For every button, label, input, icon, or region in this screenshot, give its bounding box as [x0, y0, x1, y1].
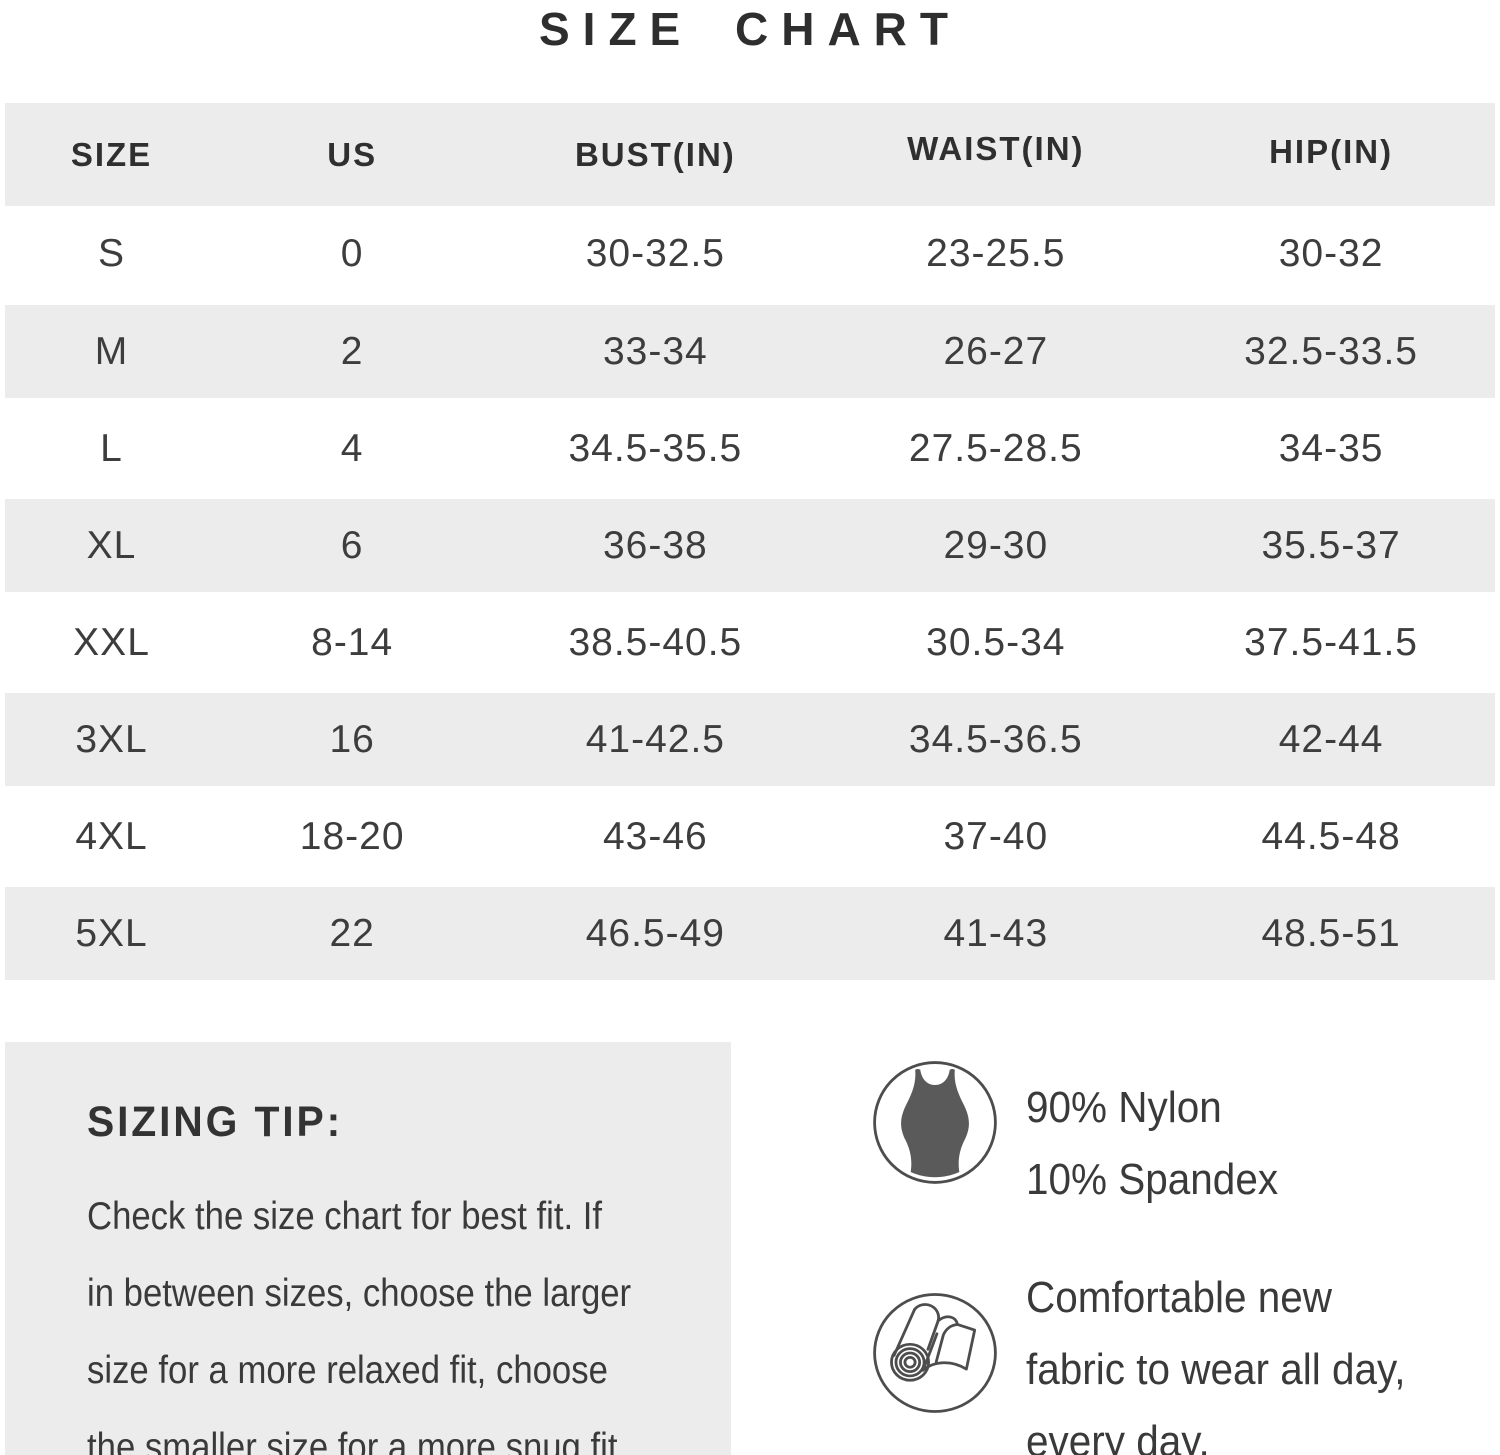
bust-cell: 38.5-40.5 [568, 620, 743, 664]
fabric-roll-icon [873, 1293, 997, 1413]
size-row-3xl: 3XL 16 41-42.5 34.5-36.5 42-44 [5, 689, 1495, 790]
us-cell: 0 [340, 231, 364, 275]
column-header-hip: HIP(IN) [1269, 132, 1394, 170]
size-cell: M [5, 301, 219, 402]
bust-cell: 30-32.5 [585, 231, 725, 275]
hip-cell: 37.5-41.5 [1244, 620, 1418, 664]
column-header-us: US [327, 135, 378, 173]
bust-cell: 34.5-35.5 [568, 426, 743, 470]
bust-cell: 43-46 [602, 814, 708, 858]
us-cell: 6 [218, 495, 487, 596]
us-cell: 4 [340, 426, 364, 470]
size-row-m: M 2 33-34 26-27 32.5-33.5 [5, 301, 1495, 402]
hip-cell: 32.5-33.5 [1167, 301, 1495, 402]
us-cell: 18-20 [299, 814, 405, 858]
size-cell: XXL [73, 620, 150, 664]
hip-cell: 34-35 [1278, 426, 1384, 470]
us-cell: 8-14 [311, 620, 394, 664]
comfort-text: Comfortable new fabric to wear all day, … [1026, 1273, 1406, 1455]
size-cell: S [98, 231, 126, 275]
sizing-tip-text: Check the size chart for best fit. If in… [87, 1195, 632, 1455]
column-header-bust: BUST(IN) [574, 135, 736, 173]
bust-cell: 33-34 [486, 301, 825, 402]
table-header-row: SIZE US BUST(IN) WAIST(IN) HIP(IN) [5, 103, 1495, 206]
sizing-tip-heading: SIZING TIP: [87, 1098, 344, 1146]
size-cell: XL [5, 495, 219, 596]
us-cell: 22 [218, 883, 487, 984]
size-table: SIZE US BUST(IN) WAIST(IN) HIP(IN) S 0 3… [5, 103, 1495, 984]
size-row-xl: XL 6 36-38 29-30 35.5-37 [5, 495, 1495, 596]
camisole-icon [873, 1061, 997, 1184]
waist-cell: 41-43 [824, 883, 1168, 984]
waist-cell: 23-25.5 [926, 231, 1066, 275]
page-title: SIZE CHART [539, 3, 961, 55]
waist-cell: 30.5-34 [926, 620, 1066, 664]
waist-cell: 37-40 [943, 814, 1049, 858]
hip-cell: 42-44 [1167, 689, 1495, 790]
size-row-l: L 4 34.5-35.5 27.5-28.5 34-35 [5, 400, 1495, 497]
waist-cell: 34.5-36.5 [824, 689, 1168, 790]
size-cell: 3XL [5, 689, 219, 790]
material-text: 90% Nylon 10% Spandex [1026, 1083, 1279, 1204]
hip-cell: 30-32 [1278, 231, 1384, 275]
column-header-waist: WAIST(IN) [907, 129, 1085, 167]
size-cell: 5XL [5, 883, 219, 984]
us-cell: 16 [218, 689, 487, 790]
size-row-s: S 0 30-32.5 23-25.5 30-32 [5, 206, 1495, 303]
waist-cell: 26-27 [824, 301, 1168, 402]
bust-cell: 36-38 [486, 495, 825, 596]
size-row-5xl: 5XL 22 46.5-49 41-43 48.5-51 [5, 883, 1495, 984]
us-cell: 2 [218, 301, 487, 402]
column-header-size: SIZE [70, 135, 153, 173]
sizing-tip-box: SIZING TIP: Check the size chart for bes… [5, 1042, 731, 1455]
bust-cell: 41-42.5 [486, 689, 825, 790]
bust-cell: 46.5-49 [486, 883, 825, 984]
size-row-4xl: 4XL 18-20 43-46 37-40 44.5-48 [5, 788, 1495, 885]
size-row-xxl: XXL 8-14 38.5-40.5 30.5-34 37.5-41.5 [5, 594, 1495, 691]
hip-cell: 35.5-37 [1167, 495, 1495, 596]
hip-cell: 44.5-48 [1261, 814, 1401, 858]
waist-cell: 29-30 [824, 495, 1168, 596]
size-cell: 4XL [75, 814, 148, 858]
hip-cell: 48.5-51 [1167, 883, 1495, 984]
size-cell: L [100, 426, 123, 470]
waist-cell: 27.5-28.5 [908, 426, 1083, 470]
